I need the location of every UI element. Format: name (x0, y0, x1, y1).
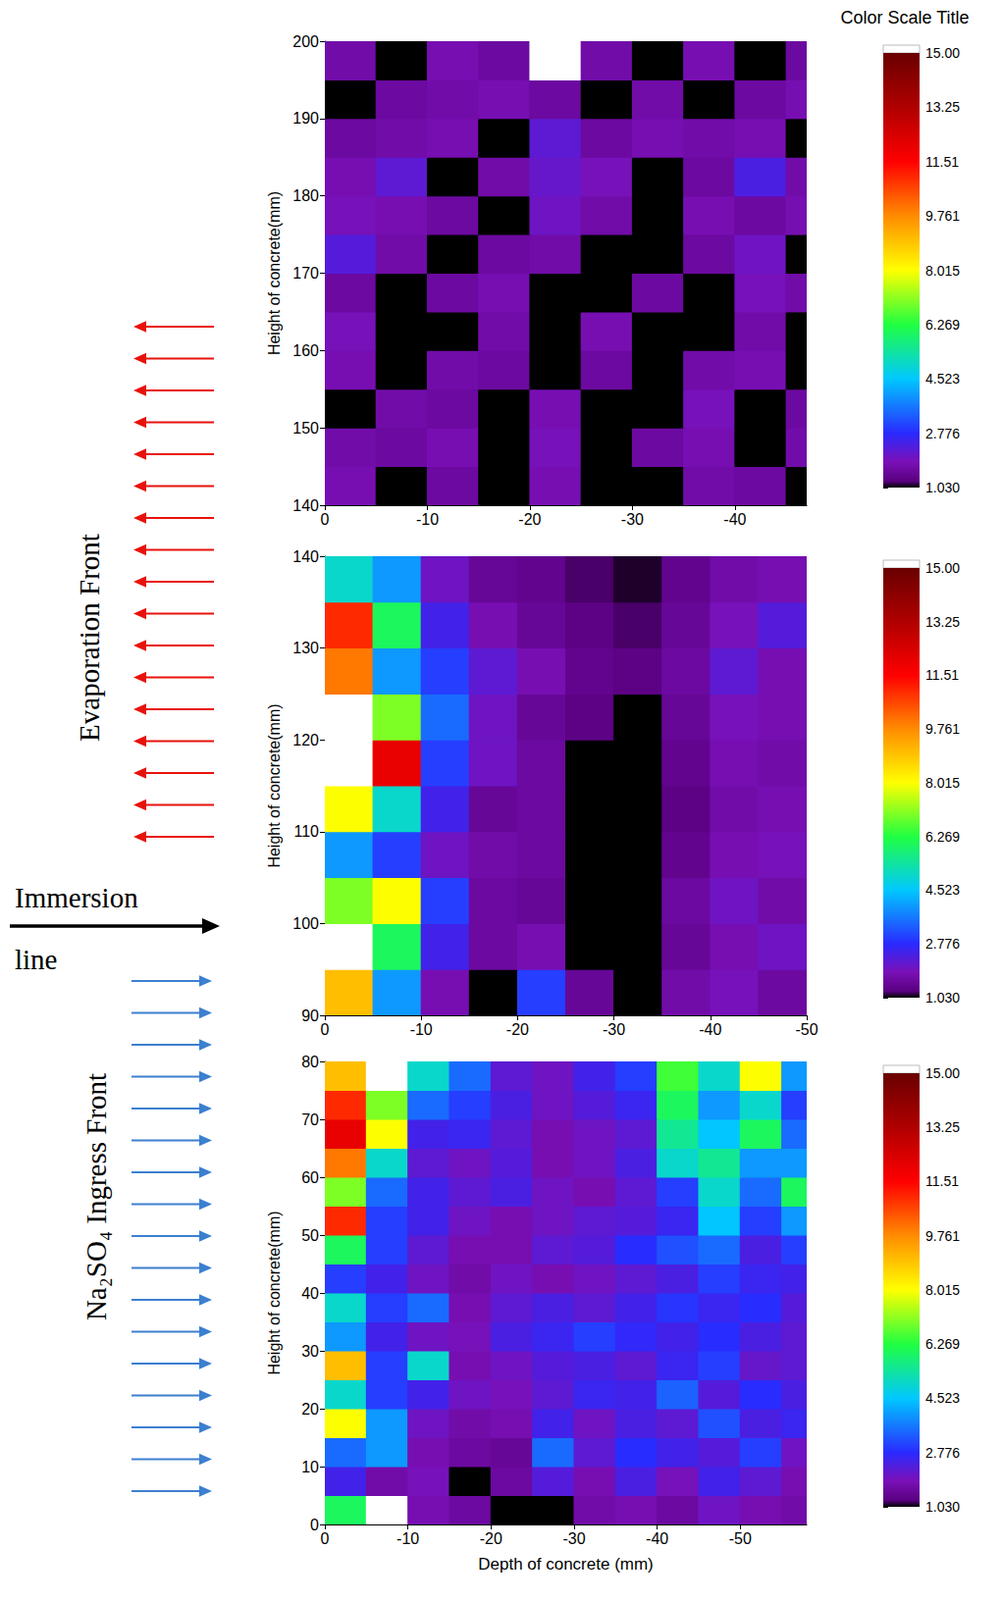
svg-text:1.030: 1.030 (925, 479, 960, 496)
svg-text:140: 140 (292, 497, 319, 515)
svg-text:9.761: 9.761 (925, 721, 960, 738)
svg-text:90: 90 (301, 1007, 319, 1025)
svg-text:Height of concrete(mm): Height of concrete(mm) (265, 703, 283, 868)
svg-text:15.00: 15.00 (925, 560, 960, 577)
svg-text:8.015: 8.015 (925, 775, 960, 792)
svg-text:13.25: 13.25 (925, 614, 960, 631)
svg-text:0: 0 (320, 1530, 330, 1548)
svg-text:-50: -50 (794, 1021, 818, 1039)
svg-text:2.776: 2.776 (925, 1445, 960, 1462)
svg-text:200: 200 (292, 33, 319, 51)
svg-text:110: 110 (293, 823, 319, 841)
svg-text:1.030: 1.030 (925, 990, 960, 1006)
svg-text:-20: -20 (506, 1021, 529, 1039)
svg-text:Immersion: Immersion (14, 882, 139, 914)
svg-text:70: 70 (301, 1111, 319, 1129)
svg-text:Height of concrete(mm): Height of concrete(mm) (265, 191, 283, 356)
svg-text:0: 0 (310, 1517, 319, 1534)
svg-text:6.269: 6.269 (925, 829, 960, 845)
svg-text:180: 180 (292, 187, 319, 205)
svg-text:-40: -40 (645, 1530, 669, 1548)
svg-text:2.776: 2.776 (925, 936, 960, 952)
svg-text:30: 30 (301, 1343, 319, 1361)
svg-text:100: 100 (292, 915, 319, 933)
svg-text:8.015: 8.015 (925, 263, 960, 279)
svg-text:13.25: 13.25 (925, 99, 960, 115)
svg-text:-20: -20 (479, 1530, 503, 1548)
svg-text:15.00: 15.00 (925, 1065, 960, 1082)
svg-text:-10: -10 (410, 1021, 433, 1039)
svg-text:-30: -30 (602, 1021, 626, 1039)
svg-text:6.269: 6.269 (925, 1336, 960, 1353)
svg-text:11.51: 11.51 (925, 667, 959, 684)
svg-text:Color Scale Title: Color Scale Title (840, 7, 969, 28)
svg-text:-30: -30 (621, 511, 644, 528)
svg-text:170: 170 (292, 264, 319, 282)
svg-text:Na₂SO₄ Ingress Front: Na₂SO₄ Ingress Front (80, 1073, 112, 1321)
svg-text:13.25: 13.25 (925, 1119, 960, 1136)
svg-text:8.015: 8.015 (925, 1282, 960, 1299)
svg-text:11.51: 11.51 (925, 1173, 959, 1190)
svg-text:-20: -20 (518, 511, 541, 528)
svg-text:11.51: 11.51 (925, 154, 959, 170)
svg-text:140: 140 (292, 548, 319, 566)
svg-text:0: 0 (320, 1021, 330, 1039)
svg-text:80: 80 (301, 1054, 319, 1071)
svg-text:15.00: 15.00 (925, 45, 960, 61)
svg-text:40: 40 (301, 1285, 319, 1303)
svg-text:line: line (14, 944, 58, 976)
svg-text:2.776: 2.776 (925, 425, 960, 442)
svg-text:4.523: 4.523 (925, 370, 960, 387)
svg-text:10: 10 (301, 1459, 319, 1477)
svg-text:160: 160 (292, 342, 319, 360)
svg-text:50: 50 (301, 1227, 319, 1245)
svg-text:-50: -50 (729, 1530, 752, 1548)
svg-text:9.761: 9.761 (925, 208, 960, 224)
svg-text:4.523: 4.523 (925, 882, 960, 898)
svg-text:-40: -40 (723, 511, 746, 528)
svg-text:150: 150 (292, 420, 319, 437)
svg-text:20: 20 (301, 1401, 319, 1419)
svg-text:0: 0 (320, 511, 330, 528)
svg-text:-10: -10 (396, 1530, 420, 1548)
svg-text:130: 130 (292, 639, 319, 657)
svg-text:-10: -10 (416, 511, 439, 528)
svg-text:-30: -30 (562, 1530, 585, 1548)
svg-text:6.269: 6.269 (925, 316, 960, 333)
svg-text:Height of concrete(mm): Height of concrete(mm) (265, 1211, 283, 1375)
svg-text:-40: -40 (698, 1021, 722, 1039)
svg-text:1.030: 1.030 (925, 1499, 960, 1516)
svg-text:Evaporation Front: Evaporation Front (73, 533, 106, 742)
svg-text:190: 190 (292, 109, 319, 127)
svg-text:9.761: 9.761 (925, 1228, 960, 1245)
svg-text:60: 60 (301, 1169, 319, 1187)
svg-text:120: 120 (292, 732, 319, 749)
svg-text:Depth of concrete (mm): Depth of concrete (mm) (477, 1555, 654, 1575)
svg-text:4.523: 4.523 (925, 1390, 960, 1407)
